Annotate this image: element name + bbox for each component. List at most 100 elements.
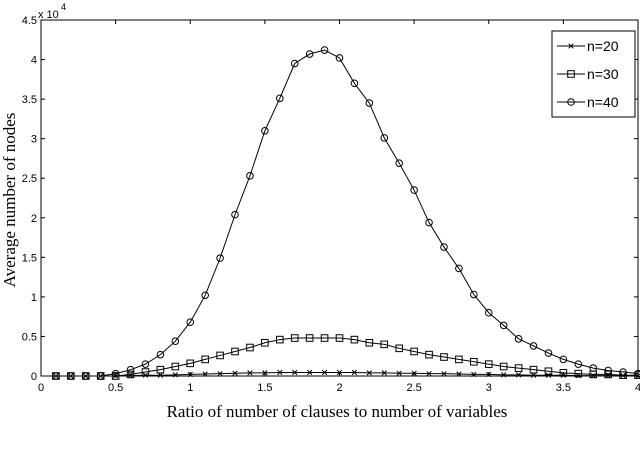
y-tick-label: 2.5	[22, 173, 37, 185]
data-point-n=40	[141, 360, 150, 368]
data-point-n=30	[544, 367, 553, 376]
data-point-n=40	[499, 321, 508, 330]
x-tick-label: 4	[635, 382, 640, 394]
data-point-n=30	[320, 334, 329, 342]
data-point-n=30	[290, 334, 299, 342]
data-point-n=40	[246, 172, 254, 180]
data-point-n=30	[201, 355, 209, 364]
data-point-n=40	[619, 368, 627, 376]
data-point-n=40	[470, 290, 478, 299]
data-point-n=30	[216, 351, 224, 360]
data-point-n=30	[305, 334, 314, 342]
data-point-n=30	[171, 362, 180, 371]
data-point-n=30	[559, 369, 568, 377]
data-point-n=40	[111, 369, 120, 378]
legend-label-n=40: n=40	[587, 94, 619, 110]
data-point-n=40	[544, 349, 553, 357]
data-point-n=40	[350, 79, 359, 88]
data-point-n=40	[455, 264, 463, 273]
data-point-n=40	[186, 318, 195, 327]
y-axis-label: Average number of nodes	[0, 113, 19, 288]
data-point-n=40	[514, 335, 523, 343]
data-point-n=40	[484, 308, 493, 317]
data-point-n=20	[157, 372, 164, 378]
data-point-n=30	[380, 340, 389, 349]
data-point-n=40	[529, 342, 538, 350]
data-point-n=20	[172, 372, 178, 378]
legend-marker-n=40	[567, 98, 575, 106]
legend-marker-n=20	[568, 43, 574, 49]
data-point-n=30	[574, 369, 583, 378]
data-point-n=30	[231, 347, 239, 356]
data-point-n=30	[276, 335, 284, 344]
data-point-n=40	[320, 46, 329, 54]
data-point-n=30	[410, 347, 418, 356]
data-point-n=20	[426, 370, 432, 377]
data-point-n=40	[156, 350, 165, 359]
data-point-n=30	[186, 359, 195, 368]
legend-label-n=20: n=20	[587, 38, 619, 54]
data-point-n=40	[52, 372, 60, 380]
series-line-n=20	[55, 371, 639, 377]
data-point-n=20	[396, 370, 402, 376]
legend-label-n=30: n=30	[587, 66, 619, 82]
data-point-n=40	[67, 372, 75, 380]
data-point-n=40	[201, 291, 209, 300]
data-point-n=40	[380, 134, 389, 142]
legend-marker-n=30	[567, 70, 575, 78]
data-point-n=20	[292, 369, 298, 376]
data-point-n=30	[425, 350, 433, 359]
data-point-n=30	[440, 353, 448, 361]
data-point-n=20	[321, 369, 328, 376]
data-point-n=20	[277, 369, 283, 376]
data-point-n=40	[574, 360, 583, 368]
data-point-n=20	[486, 371, 492, 378]
y-exponent-base: x 10	[38, 9, 59, 21]
data-point-n=40	[276, 94, 284, 103]
data-point-n=30	[395, 344, 403, 353]
data-point-n=20	[411, 370, 417, 376]
data-point-n=40	[216, 254, 224, 262]
data-point-n=30	[529, 365, 538, 374]
x-axis-label: Ratio of number of clauses to number of …	[167, 402, 508, 421]
x-tick-label: 1.5	[257, 382, 272, 394]
data-point-n=20	[306, 369, 313, 376]
data-point-n=40	[290, 59, 299, 68]
x-tick-label: 0.5	[108, 382, 123, 394]
data-point-n=40	[604, 366, 612, 375]
x-tick-label: 2	[336, 382, 342, 394]
data-point-n=30	[111, 372, 120, 380]
data-point-n=40	[126, 365, 135, 374]
data-point-n=40	[171, 337, 180, 345]
data-point-n=40	[589, 364, 598, 372]
data-point-n=30	[261, 338, 269, 347]
data-point-n=20	[441, 370, 447, 377]
data-point-n=30	[514, 364, 523, 372]
data-point-n=20	[471, 371, 477, 378]
y-tick-label: 4.5	[22, 15, 37, 27]
data-point-n=20	[515, 372, 522, 378]
y-exponent-power: 4	[61, 2, 66, 12]
data-point-n=40	[365, 99, 374, 107]
data-point-n=30	[335, 334, 344, 342]
data-point-n=30	[455, 355, 463, 364]
series-line-n=30	[55, 337, 638, 377]
x-tick-label: 3.5	[556, 382, 571, 394]
data-point-n=20	[545, 372, 552, 378]
data-point-n=40	[425, 218, 433, 227]
data-point-n=40	[410, 186, 418, 194]
data-point-n=20	[501, 372, 507, 378]
y-tick-label: 3	[31, 134, 37, 146]
data-point-n=20	[217, 370, 223, 377]
data-point-n=30	[365, 338, 374, 347]
data-point-n=20	[187, 371, 193, 378]
data-point-n=30	[141, 368, 150, 376]
data-point-n=40	[261, 126, 269, 135]
plot-frame	[40, 19, 639, 377]
data-point-n=40	[231, 210, 239, 219]
data-point-n=30	[499, 362, 508, 371]
data-point-n=30	[484, 360, 493, 368]
data-point-n=20	[351, 369, 358, 376]
series-line-n=40	[55, 49, 639, 377]
